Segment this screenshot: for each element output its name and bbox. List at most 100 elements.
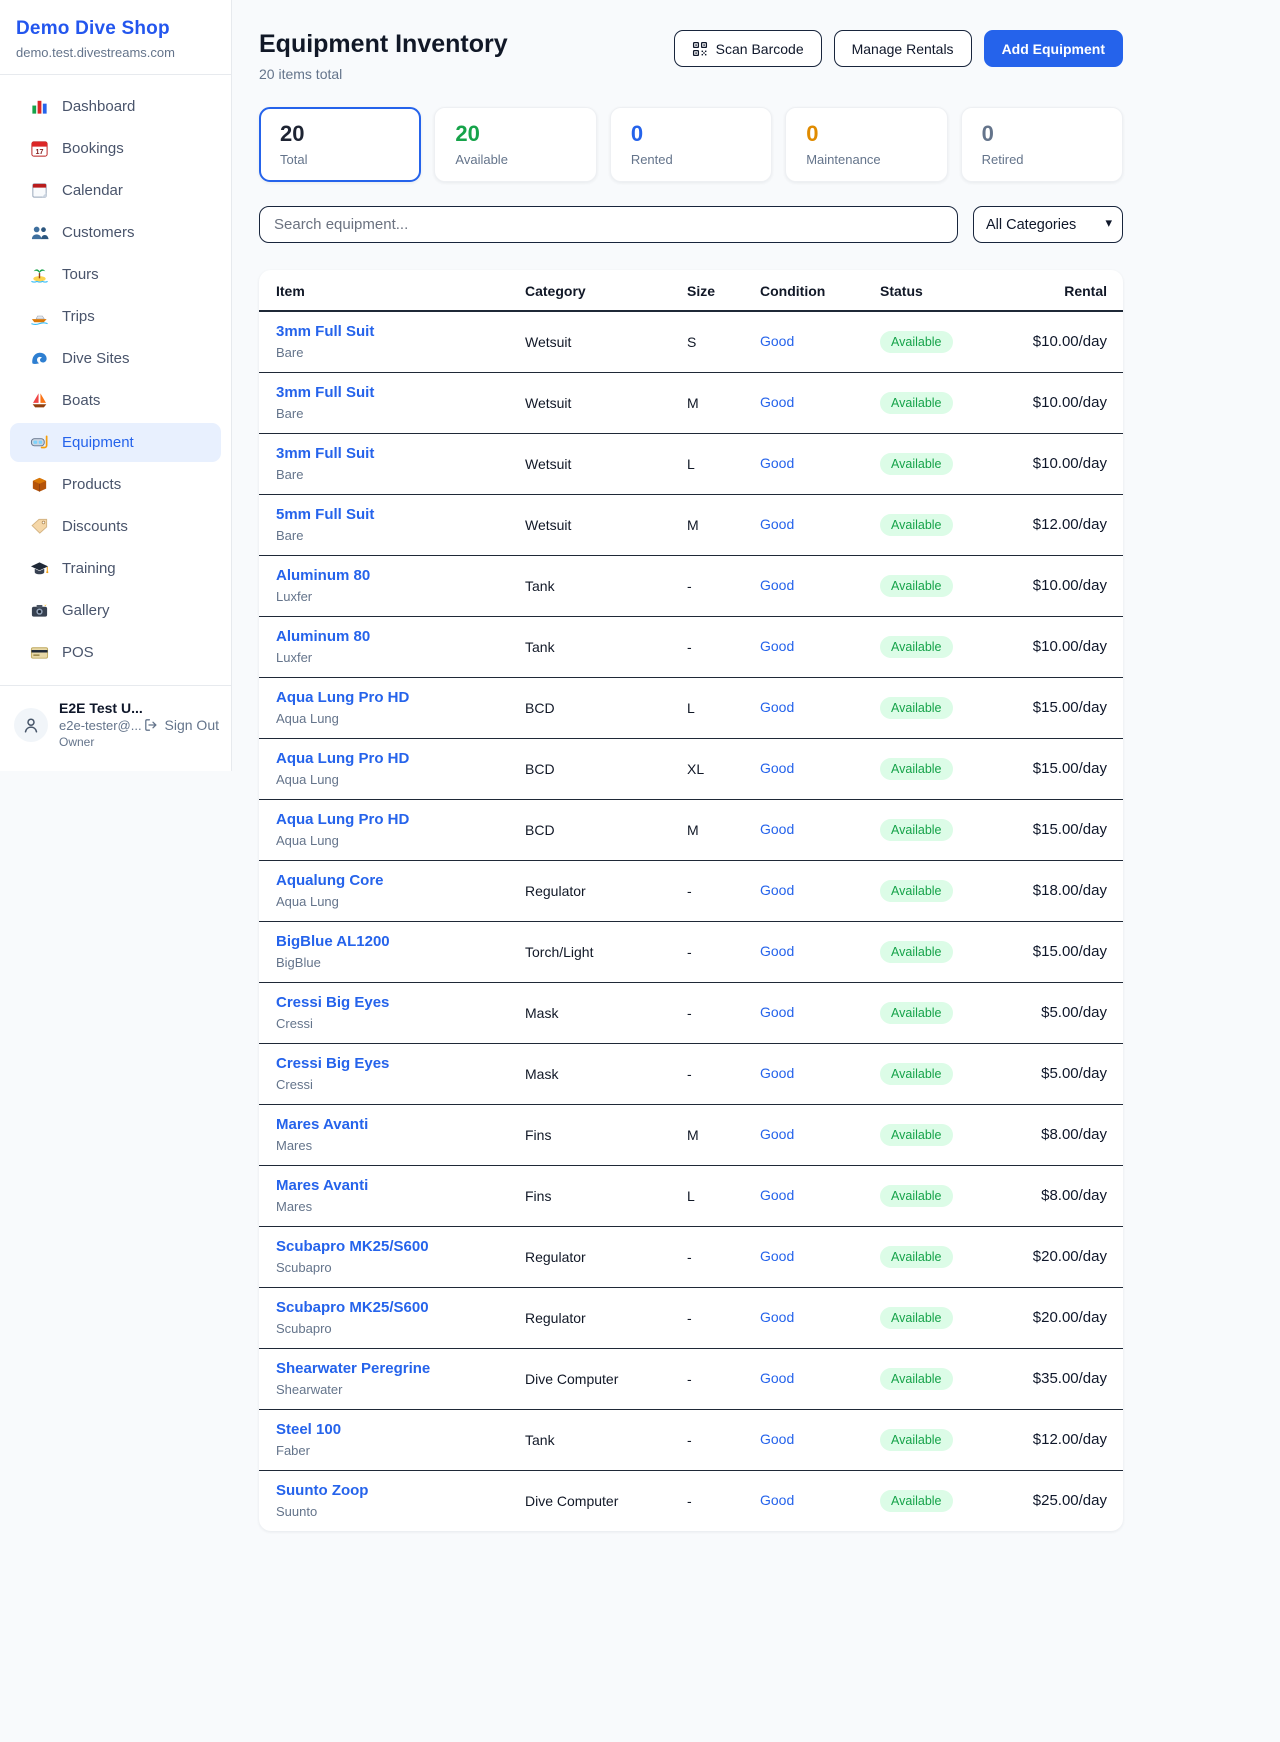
sidebar-item-calendar[interactable]: Calendar	[10, 171, 221, 210]
item-condition-link[interactable]: Good	[760, 1369, 795, 1386]
table-row[interactable]: Cressi Big Eyes Cressi Mask - Good Avail…	[259, 982, 1123, 1044]
sidebar-item-products[interactable]: Products	[10, 465, 221, 504]
item-name-link[interactable]: Mares Avanti	[276, 1116, 369, 1133]
item-name-link[interactable]: Suunto Zoop	[276, 1482, 369, 1500]
stat-card[interactable]: 0 Maintenance	[785, 107, 948, 182]
table-row[interactable]: BigBlue AL1200 BigBlue Torch/Light - Goo…	[259, 921, 1123, 983]
sign-out-button[interactable]: Sign Out	[143, 717, 219, 733]
status-badge: Available	[880, 1184, 953, 1207]
table-row[interactable]: Scubapro MK25/S600 Scubapro Regulator - …	[259, 1226, 1123, 1288]
item-condition-link[interactable]: Good	[760, 881, 795, 898]
sidebar-item-dashboard[interactable]: Dashboard	[10, 87, 221, 126]
table-row[interactable]: 3mm Full Suit Bare Wetsuit M Good Availa…	[259, 372, 1123, 434]
item-name-link[interactable]: Shearwater Peregrine	[276, 1360, 431, 1377]
item-condition-link[interactable]: Good	[760, 1125, 795, 1142]
item-condition-link[interactable]: Good	[760, 393, 795, 410]
item-size: -	[687, 1409, 760, 1471]
table-row[interactable]: 3mm Full Suit Bare Wetsuit L Good Availa…	[259, 433, 1123, 495]
item-name-link[interactable]: Cressi Big Eyes	[276, 1055, 390, 1072]
item-name-link[interactable]: 3mm Full Suit	[276, 445, 375, 462]
table-row[interactable]: Aqua Lung Pro HD Aqua Lung BCD L Good Av…	[259, 677, 1123, 739]
stat-card[interactable]: 20 Available	[434, 107, 597, 182]
item-name-link[interactable]: Aqua Lung Pro HD	[276, 750, 410, 767]
item-condition-link[interactable]: Good	[760, 942, 795, 959]
item-condition-link[interactable]: Good	[760, 515, 795, 532]
item-name-link[interactable]: Mares Avanti	[276, 1177, 369, 1194]
sidebar-item-tours[interactable]: Tours	[10, 255, 221, 294]
item-condition-link[interactable]: Good	[760, 1308, 795, 1325]
sidebar-item-dive-sites[interactable]: Dive Sites	[10, 339, 221, 378]
item-name-link[interactable]: Steel 100	[276, 1421, 342, 1438]
table-row[interactable]: 5mm Full Suit Bare Wetsuit M Good Availa…	[259, 494, 1123, 556]
table-row[interactable]: Scubapro MK25/S600 Scubapro Regulator - …	[259, 1287, 1123, 1349]
item-name-link[interactable]: 3mm Full Suit	[276, 384, 375, 401]
item-condition-link[interactable]: Good	[760, 1003, 795, 1020]
item-name-link[interactable]: Scubapro MK25/S600	[276, 1238, 429, 1255]
item-condition-link[interactable]: Good	[760, 1491, 795, 1508]
table-row[interactable]: Aluminum 80 Luxfer Tank - Good Available…	[259, 555, 1123, 617]
item-condition-link[interactable]: Good	[760, 576, 795, 593]
table-row[interactable]: 3mm Full Suit Bare Wetsuit S Good Availa…	[259, 311, 1123, 373]
table-row[interactable]: Shearwater Peregrine Shearwater Dive Com…	[259, 1348, 1123, 1410]
item-name-link[interactable]: 5mm Full Suit	[276, 506, 375, 523]
table-row[interactable]: Mares Avanti Mares Fins M Good Available…	[259, 1104, 1123, 1166]
dashboard-chart-icon	[30, 97, 49, 116]
item-condition-link[interactable]: Good	[760, 637, 795, 654]
sidebar-item-discounts[interactable]: Discounts	[10, 507, 221, 546]
item-name-link[interactable]: Aqua Lung Pro HD	[276, 811, 410, 828]
item-condition-link[interactable]: Good	[760, 1186, 795, 1203]
col-header-status: Status	[880, 270, 1024, 312]
item-name-link[interactable]: Aqualung Core	[276, 872, 384, 889]
item-condition-link[interactable]: Good	[760, 1064, 795, 1081]
item-name-link[interactable]: Cressi Big Eyes	[276, 994, 390, 1011]
stat-card[interactable]: 20 Total	[259, 107, 422, 182]
search-input[interactable]	[259, 206, 958, 243]
sidebar-item-trips[interactable]: Trips	[10, 297, 221, 336]
sidebar-item-gallery[interactable]: Gallery	[10, 591, 221, 630]
item-condition-link[interactable]: Good	[760, 759, 795, 776]
logout-icon	[144, 718, 156, 731]
manage-rentals-label: Manage Rentals	[851, 40, 954, 57]
table-row[interactable]: Steel 100 Faber Tank - Good Available $1…	[259, 1409, 1123, 1471]
item-condition-link[interactable]: Good	[760, 1247, 795, 1264]
category-select[interactable]: All Categories	[973, 206, 1123, 243]
item-condition-link[interactable]: Good	[760, 332, 795, 349]
sidebar-item-customers[interactable]: Customers	[10, 213, 221, 252]
sidebar-item-equipment[interactable]: Equipment	[10, 423, 221, 462]
table-row[interactable]: Aqualung Core Aqua Lung Regulator - Good…	[259, 860, 1123, 922]
item-rental: $15.00/day	[1024, 921, 1123, 983]
table-row[interactable]: Aluminum 80 Luxfer Tank - Good Available…	[259, 616, 1123, 678]
sidebar-item-boats[interactable]: Boats	[10, 381, 221, 420]
table-row[interactable]: Aqua Lung Pro HD Aqua Lung BCD M Good Av…	[259, 799, 1123, 861]
item-condition-link[interactable]: Good	[760, 1430, 795, 1447]
table-row[interactable]: Cressi Big Eyes Cressi Mask - Good Avail…	[259, 1043, 1123, 1105]
item-rental: $10.00/day	[1024, 311, 1123, 373]
stat-card[interactable]: 0 Rented	[609, 107, 773, 182]
table-header-row: Item Category Size Condition Status Rent…	[259, 270, 1123, 312]
manage-rentals-button[interactable]: Manage Rentals	[833, 30, 972, 67]
item-rental: $20.00/day	[1024, 1287, 1123, 1349]
table-row[interactable]: Mares Avanti Mares Fins L Good Available…	[259, 1165, 1123, 1227]
item-category: Fins	[525, 1165, 687, 1227]
item-size: -	[687, 616, 760, 678]
item-name-link[interactable]: Aluminum 80	[276, 628, 371, 645]
table-row[interactable]: Aqua Lung Pro HD Aqua Lung BCD XL Good A…	[259, 738, 1123, 800]
item-name-link[interactable]: Aqua Lung Pro HD	[276, 689, 410, 706]
item-name-link[interactable]: Scubapro MK25/S600	[276, 1299, 429, 1316]
item-condition-link[interactable]: Good	[760, 820, 795, 837]
stat-card[interactable]: 0 Retired	[960, 107, 1124, 182]
calendar-icon	[30, 181, 49, 200]
brand-link[interactable]: Demo Dive Shop	[16, 18, 170, 39]
item-name-link[interactable]: Aluminum 80	[276, 567, 371, 584]
page-title: Equipment Inventory	[259, 30, 508, 58]
item-name-link[interactable]: BigBlue AL1200	[276, 933, 390, 950]
item-condition-link[interactable]: Good	[760, 454, 795, 471]
sidebar-item-bookings[interactable]: 17 Bookings	[10, 129, 221, 168]
add-equipment-button[interactable]: Add Equipment	[983, 30, 1123, 67]
table-row[interactable]: Suunto Zoop Suunto Dive Computer - Good …	[259, 1470, 1123, 1531]
sidebar-item-training[interactable]: Training	[10, 549, 221, 588]
scan-barcode-button[interactable]: Scan Barcode	[673, 30, 822, 67]
sidebar-item-pos[interactable]: POS	[10, 633, 221, 672]
item-name-link[interactable]: 3mm Full Suit	[276, 323, 375, 341]
item-condition-link[interactable]: Good	[760, 698, 795, 715]
